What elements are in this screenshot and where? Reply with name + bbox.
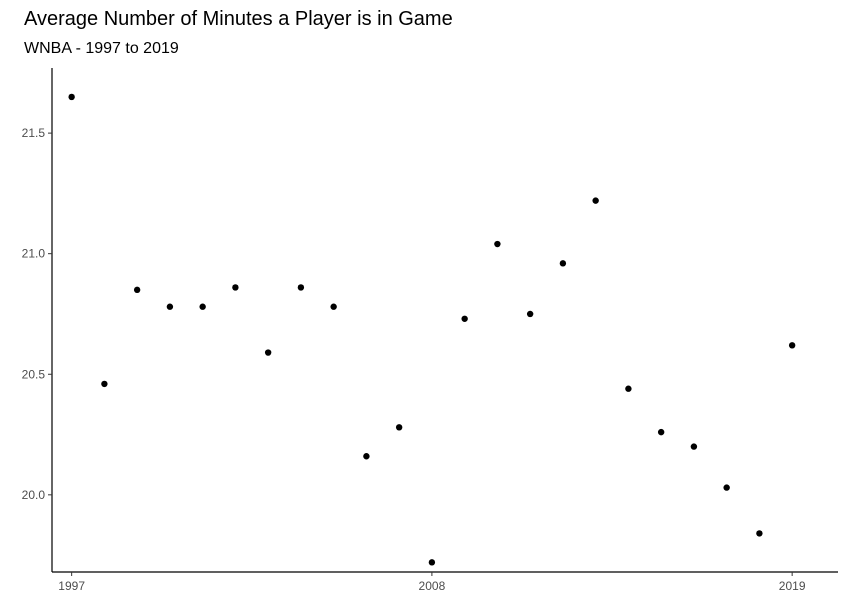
data-point: [166, 303, 174, 310]
data-point: [264, 349, 272, 356]
x-axis-ticks: 1997 2008 2019: [58, 572, 806, 593]
data-point: [526, 310, 534, 318]
data-point: [625, 385, 632, 392]
data-point: [428, 559, 436, 566]
y-tick-label: 21.5: [22, 126, 46, 140]
y-tick-label: 20.0: [22, 488, 46, 502]
data-point: [788, 342, 796, 349]
x-tick-label: 2008: [419, 579, 446, 593]
data-point: [461, 315, 468, 322]
y-tick-label: 21.0: [22, 247, 46, 261]
data-point: [330, 303, 337, 310]
chart-subtitle: WNBA - 1997 to 2019: [24, 40, 179, 57]
data-point: [199, 303, 206, 310]
data-point: [133, 286, 141, 294]
x-tick-label: 2019: [779, 579, 806, 593]
data-point: [592, 197, 599, 204]
chart-title: Average Number of Minutes a Player is in…: [24, 8, 453, 30]
data-point: [297, 284, 305, 291]
data-point: [232, 284, 239, 291]
data-point: [494, 240, 501, 248]
data-points: [68, 93, 796, 566]
data-point: [68, 93, 75, 101]
data-point: [363, 453, 370, 460]
data-point: [723, 484, 730, 491]
x-tick-label: 1997: [58, 579, 85, 593]
data-point: [559, 260, 567, 267]
data-point: [395, 424, 403, 431]
y-axis-ticks: 20.0 20.5 21.0 21.5: [22, 126, 52, 502]
data-point: [657, 428, 665, 436]
data-point: [756, 530, 763, 537]
y-tick-label: 20.5: [22, 367, 46, 381]
data-point: [101, 380, 108, 388]
data-point: [690, 443, 698, 450]
